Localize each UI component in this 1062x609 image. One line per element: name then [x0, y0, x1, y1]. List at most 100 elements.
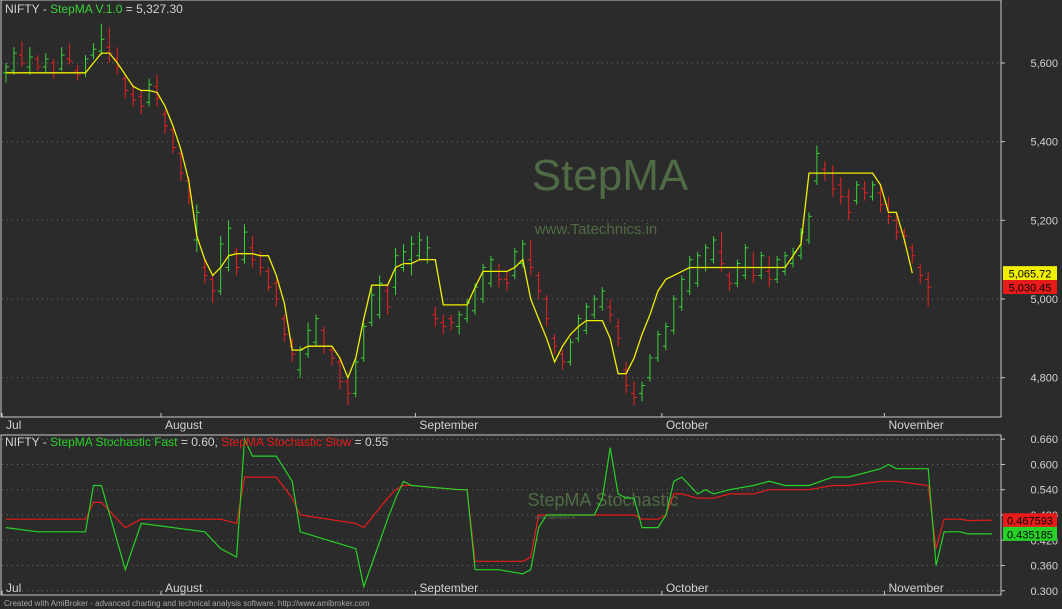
ohlc-bar [734, 259, 741, 288]
ohlc-bar [193, 204, 200, 252]
ohlc-bar [146, 78, 153, 107]
x-tick-label: November [888, 418, 943, 432]
ohlc-bar [909, 243, 916, 264]
ohlc-bar [336, 357, 343, 390]
ohlc-bar [758, 251, 765, 280]
ohlc-bar [869, 180, 876, 201]
stochastic-x-axis: Jul August September October November [1, 581, 944, 595]
ohlc-bar [58, 47, 65, 71]
title-part: = 0.60, [178, 435, 222, 449]
ohlc-bar [535, 271, 542, 299]
ohlc-bar [813, 145, 820, 185]
ohlc-bar [440, 314, 447, 335]
value-tag-label: 0.435185 [1007, 529, 1053, 541]
ohlc-bar [519, 239, 526, 268]
title-part: StepMA V.1.0 [50, 2, 123, 16]
ohlc-bar [241, 224, 248, 264]
ohlc-bar [10, 47, 17, 75]
ohlc-bar [615, 318, 622, 347]
ohlc-bar [456, 310, 463, 335]
ohlc-bar [328, 346, 335, 366]
ohlc-bar [98, 23, 105, 56]
ohlc-bar [583, 302, 590, 335]
value-tag-box [1003, 280, 1057, 295]
x-tick-label: Jul [6, 418, 21, 432]
ohlc-bar [42, 53, 49, 73]
ohlc-bar [559, 350, 566, 370]
y-tick-label: 0.360 [1030, 561, 1058, 573]
ohlc-bar [130, 84, 137, 107]
ohlc-bar [678, 275, 685, 311]
x-tick-label: August [165, 581, 203, 595]
y-tick-label: 0.660 [1030, 434, 1058, 446]
ohlc-bar [352, 357, 359, 398]
ohlc-bar [710, 236, 717, 264]
ohlc-bar [416, 232, 423, 260]
ohlc-bar [177, 149, 184, 181]
ohlc-bar [917, 263, 924, 284]
ohlc-bar [392, 247, 399, 296]
ohlc-bar [893, 212, 900, 240]
y-tick-label: 0.540 [1030, 485, 1058, 497]
ohlc-bar [368, 287, 375, 327]
price-bars [3, 23, 932, 406]
x-tick-label: September [419, 418, 478, 432]
ohlc-bar [400, 243, 407, 272]
ohlc-bar [503, 271, 510, 292]
ohlc-bar [154, 74, 161, 107]
title-part: = 5,327.30 [122, 2, 183, 16]
ohlc-bar [718, 232, 725, 272]
ohlc-bar [662, 322, 669, 351]
x-tick-label: November [888, 581, 943, 595]
x-tick-label: October [666, 418, 709, 432]
y-tick-label: 5,600 [1030, 58, 1058, 70]
ohlc-bar [34, 55, 41, 71]
ohlc-bar [273, 279, 280, 307]
price-value-tags: 5,065.72 5,030.45 [1003, 266, 1057, 295]
ohlc-bar [209, 275, 216, 303]
y-tick-label: 0.600 [1030, 459, 1058, 471]
value-tag-label: 0.467593 [1007, 516, 1053, 528]
ohlc-bar [122, 74, 129, 99]
ohlc-bar [432, 306, 439, 327]
ohlc-bar [861, 180, 868, 201]
price-pane-title: NIFTY - StepMA V.1.0 = 5,327.30 [5, 2, 183, 16]
ohlc-bar [575, 314, 582, 343]
price-watermark: StepMA [532, 151, 689, 200]
ohlc-bar [543, 295, 550, 327]
ohlc-bar [694, 251, 701, 288]
value-tag-label: 5,030.45 [1009, 283, 1052, 295]
ohlc-bar [360, 322, 367, 362]
ohlc-bar [686, 255, 693, 296]
ohlc-bar [66, 43, 73, 65]
ohlc-bar [551, 334, 558, 355]
ohlc-bar [877, 184, 884, 213]
stochastic-pane[interactable]: StepMA Stochastic www.Tatechnics.in NIFT… [0, 434, 1058, 598]
ohlc-bar [591, 295, 598, 319]
ohlc-bar [138, 90, 145, 115]
ohlc-bar [281, 314, 288, 343]
ohlc-bar [805, 212, 812, 244]
stochastic-watermark-sub: www.Tatechnics.in [535, 515, 576, 521]
ohlc-bar [217, 236, 224, 296]
value-tag-label: 5,065.72 [1009, 269, 1052, 281]
title-part: StepMA Stochastic Slow [221, 435, 351, 449]
footer-credit: Created with AmiBroker - advanced charti… [4, 599, 370, 608]
ohlc-bar [766, 255, 773, 288]
price-watermark-sub: www.Tatechnics.in [534, 221, 658, 238]
ohlc-bar [480, 263, 486, 303]
ohlc-bar [845, 188, 852, 221]
ohlc-bar [408, 236, 415, 276]
y-tick-label: 4,800 [1030, 373, 1058, 385]
price-pane[interactable]: StepMA www.Tatechnics.in NIFTY - StepMA … [0, 0, 1058, 432]
ohlc-bar [782, 251, 789, 276]
ohlc-bar [774, 255, 781, 284]
ohlc-bar [670, 295, 677, 335]
ohlc-bar [527, 239, 534, 276]
ohlc-bar [249, 236, 256, 268]
ohlc-bar [233, 247, 240, 276]
title-part: StepMA Stochastic Fast [50, 435, 178, 449]
